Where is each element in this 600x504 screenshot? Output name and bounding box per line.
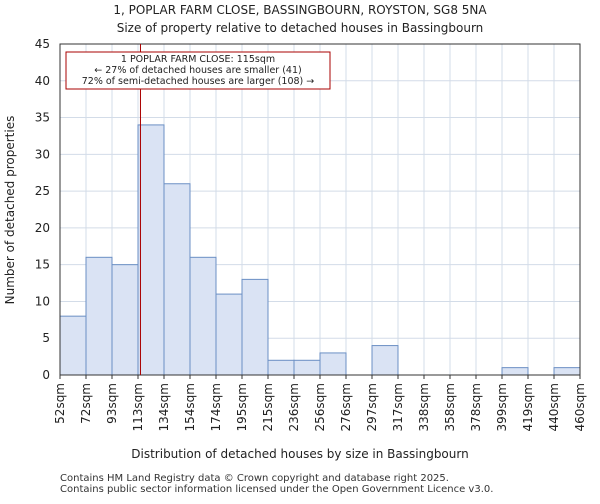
x-tick-label: 154sqm <box>183 383 197 431</box>
histogram-bar <box>163 183 191 376</box>
y-tick-label: 15 <box>35 258 50 272</box>
y-tick-label: 25 <box>35 184 50 198</box>
annotation-line3: 72% of semi-detached houses are larger (… <box>82 76 315 87</box>
histogram-bar <box>111 264 139 376</box>
x-tick-label: 317sqm <box>391 383 405 431</box>
y-tick-label: 5 <box>42 331 50 345</box>
annotation-line1: 1 POPLAR FARM CLOSE: 115sqm <box>121 54 275 65</box>
annotation-box: 1 POPLAR FARM CLOSE: 115sqm ← 27% of det… <box>65 51 331 90</box>
histogram-bar <box>501 367 529 376</box>
y-axis-label: Number of detached properties <box>3 116 17 305</box>
histogram-bar <box>267 359 295 376</box>
x-tick-label: 378sqm <box>469 383 483 431</box>
x-tick-label: 460sqm <box>573 383 587 431</box>
x-tick-label: 338sqm <box>417 383 431 431</box>
x-tick-label: 440sqm <box>547 383 561 431</box>
y-tick-label: 20 <box>35 221 50 235</box>
x-tick-label: 72sqm <box>79 383 93 424</box>
histogram-bar <box>371 345 399 376</box>
histogram-bar <box>215 293 243 376</box>
footer-licence: Contains public sector information licen… <box>60 484 494 495</box>
x-tick-label: 52sqm <box>53 383 67 424</box>
x-tick-label: 174sqm <box>209 383 223 431</box>
y-tick-label: 10 <box>35 294 50 308</box>
footer-copyright: Contains HM Land Registry data © Crown c… <box>60 473 449 484</box>
x-tick-label: 215sqm <box>261 383 275 431</box>
x-tick-label: 93sqm <box>105 383 119 424</box>
y-tick-label: 0 <box>42 368 50 382</box>
chart-subtitle: Size of property relative to detached ho… <box>117 21 484 35</box>
histogram-bar <box>85 256 113 376</box>
x-tick-label: 399sqm <box>495 383 509 431</box>
histogram-bar <box>293 359 321 376</box>
x-tick-labels: 52sqm 72sqm 93sqm 113sqm 134sqm 154sqm 174sqm 1… <box>53 375 587 431</box>
x-tick-label: 195sqm <box>235 383 249 431</box>
histogram-bar <box>319 352 347 376</box>
x-tick-label: 134sqm <box>157 383 171 431</box>
bars <box>59 124 581 376</box>
annotation-frame <box>65 51 331 90</box>
histogram-bar <box>59 315 87 376</box>
x-axis-label: Distribution of detached houses by size … <box>131 447 468 461</box>
histogram-bar <box>553 367 581 376</box>
y-tick-label: 30 <box>35 147 50 161</box>
x-tick-label: 236sqm <box>287 383 301 431</box>
chart-title: 1, POPLAR FARM CLOSE, BASSINGBOURN, ROYS… <box>113 3 487 17</box>
histogram-bar <box>241 278 269 376</box>
y-tick-label: 35 <box>35 111 50 125</box>
histogram-bar <box>189 256 217 376</box>
x-tick-label: 276sqm <box>339 383 353 431</box>
histogram-bar <box>137 124 165 376</box>
annotation-line2: ← 27% of detached houses are smaller (41… <box>94 65 301 76</box>
x-tick-label: 256sqm <box>313 383 327 431</box>
y-tick-labels: 0 5 10 15 20 25 30 35 40 45 <box>35 37 50 382</box>
x-tick-label: 358sqm <box>443 383 457 431</box>
y-tick-label: 45 <box>35 37 50 51</box>
x-tick-label: 297sqm <box>365 383 379 431</box>
x-tick-label: 419sqm <box>521 383 535 431</box>
x-tick-label: 113sqm <box>131 383 145 431</box>
y-tick-label: 40 <box>35 74 50 88</box>
